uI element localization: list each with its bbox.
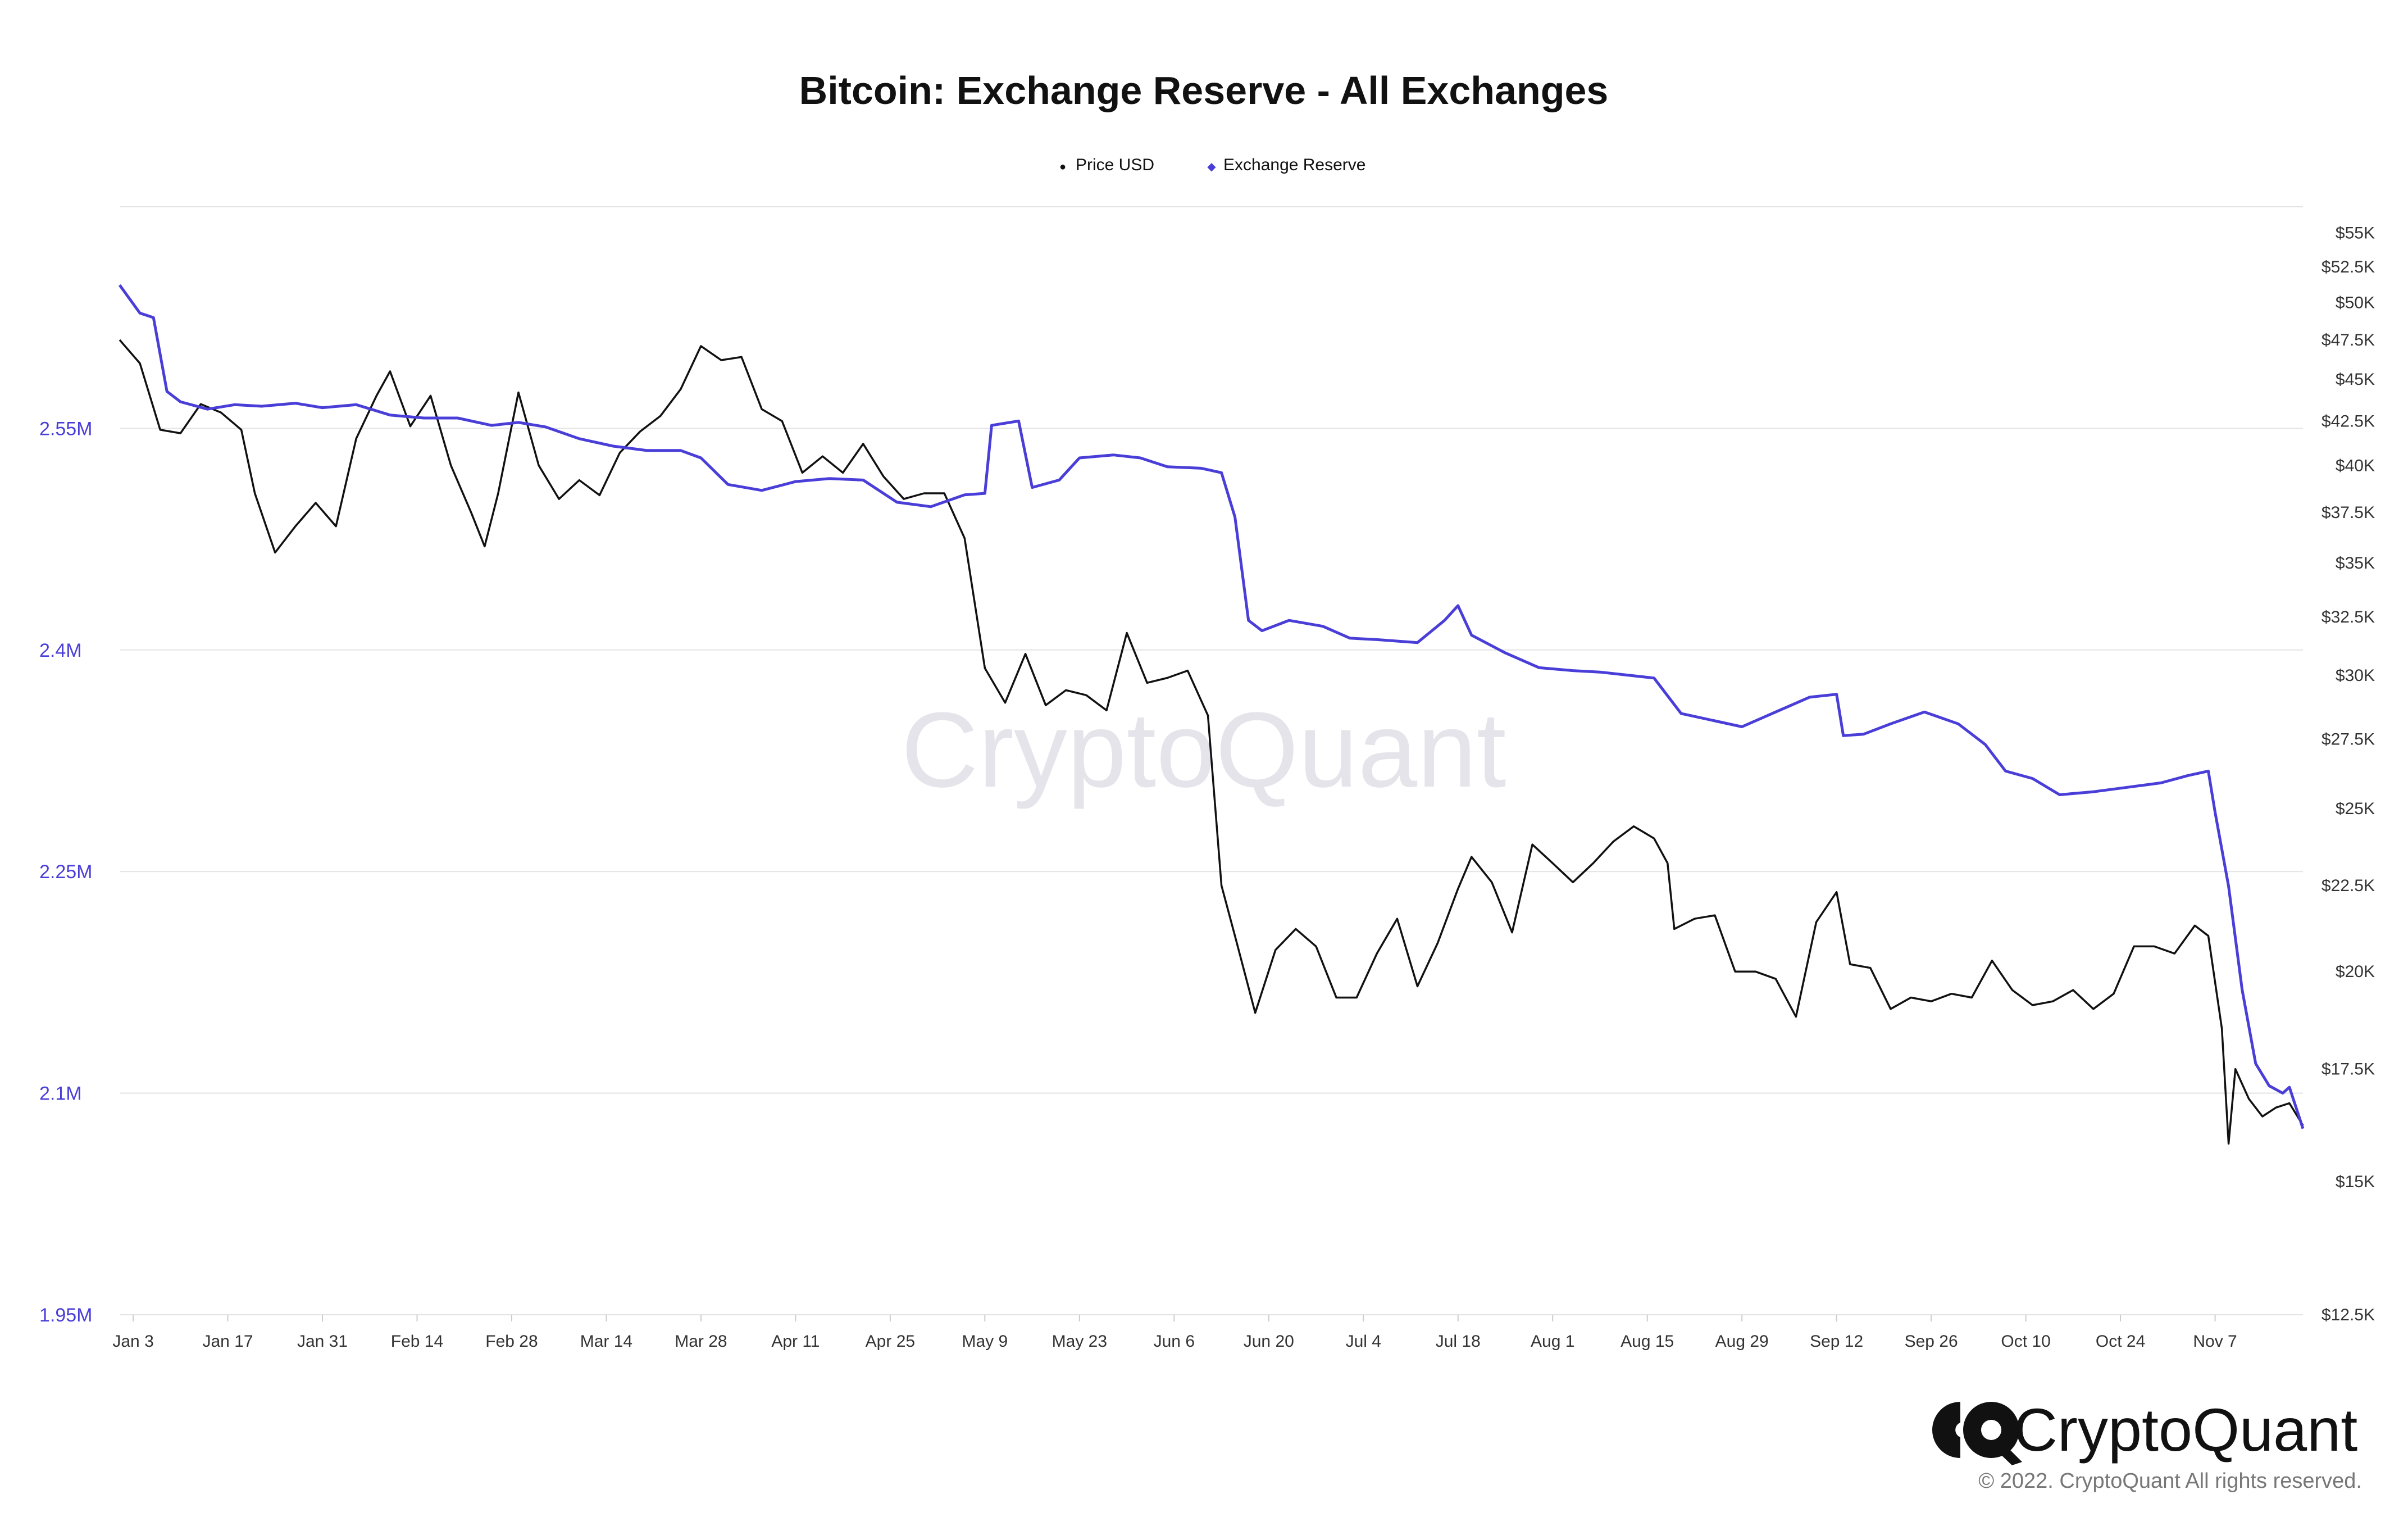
- right-tick-label: $12.5K: [2321, 1306, 2375, 1324]
- x-tick-label: Oct 10: [2001, 1332, 2050, 1351]
- legend-label-price: Price USD: [1076, 156, 1154, 174]
- x-tick-label: May 9: [962, 1332, 1008, 1351]
- x-tick-label: Aug 1: [1531, 1332, 1574, 1351]
- plot-area: [118, 284, 2305, 1145]
- x-axis: Jan 3 Jan 17 Jan 31 Feb 14 Feb 28 Mar 14 Mar 2…: [112, 1315, 2237, 1351]
- x-tick-label: Jan 3: [112, 1332, 153, 1351]
- right-tick-label: $17.5K: [2321, 1060, 2375, 1079]
- right-tick-label: $47.5K: [2321, 331, 2375, 349]
- watermark: CryptoQuant: [901, 691, 1506, 810]
- x-tick-label: Sep 12: [1810, 1332, 1863, 1351]
- left-axis: 1.95M 2.1M 2.25M 2.4M 2.55M: [39, 418, 93, 1326]
- watermark-text: CryptoQuant: [901, 691, 1506, 810]
- right-tick-label: $40K: [2336, 456, 2375, 475]
- cryptoquant-logo-icon: [1932, 1402, 2022, 1465]
- left-tick-label: 1.95M: [39, 1305, 93, 1326]
- legend-item-price[interactable]: ● Price USD: [1059, 156, 1154, 174]
- series-line-exchange-reserve: [118, 284, 2305, 1129]
- left-tick-label: 2.1M: [39, 1083, 82, 1105]
- left-tick-label: 2.4M: [39, 640, 82, 661]
- x-tick-label: Nov 7: [2193, 1332, 2237, 1351]
- right-tick-label: $32.5K: [2321, 608, 2375, 626]
- legend-label-reserve: Exchange Reserve: [1223, 156, 1365, 174]
- chart-title: Bitcoin: Exchange Reserve - All Exchange…: [799, 69, 1609, 112]
- x-tick-label: Jan 31: [297, 1332, 348, 1351]
- x-tick-label: May 23: [1052, 1332, 1107, 1351]
- right-axis: $12.5K $15K $17.5K $20K $22.5K $25K $27.5K $30K…: [2321, 224, 2375, 1324]
- legend-marker-price: ●: [1059, 161, 1066, 173]
- right-tick-label: $50K: [2336, 293, 2375, 312]
- x-tick-label: Feb 14: [391, 1332, 443, 1351]
- x-tick-label: Apr 25: [866, 1332, 915, 1351]
- x-tick-label: Sep 26: [1905, 1332, 1958, 1351]
- x-tick-label: Aug 15: [1620, 1332, 1674, 1351]
- x-tick-label: Oct 24: [2096, 1332, 2145, 1351]
- x-tick-label: Feb 28: [485, 1332, 538, 1351]
- right-tick-label: $27.5K: [2321, 730, 2375, 748]
- series-line-price-usd: [119, 339, 2304, 1145]
- right-tick-label: $22.5K: [2321, 876, 2375, 895]
- x-tick-label: Jan 17: [203, 1332, 253, 1351]
- brand-name: CryptoQuant: [2014, 1396, 2357, 1464]
- gridlines: [120, 206, 2303, 1315]
- x-tick-label: Jun 20: [1244, 1332, 1294, 1351]
- right-tick-label: $52.5K: [2321, 258, 2375, 276]
- x-tick-label: Aug 29: [1715, 1332, 1769, 1351]
- right-tick-label: $45K: [2336, 370, 2375, 389]
- brand-logo: CryptoQuant © 2022. CryptoQuant All righ…: [1932, 1396, 2362, 1493]
- right-tick-label: $55K: [2336, 224, 2375, 242]
- legend-item-reserve[interactable]: ◆ Exchange Reserve: [1207, 156, 1365, 174]
- right-tick-label: $42.5K: [2321, 412, 2375, 431]
- right-tick-label: $35K: [2336, 554, 2375, 573]
- copyright-text: © 2022. CryptoQuant All rights reserved.: [1978, 1469, 2362, 1493]
- x-tick-label: Mar 14: [580, 1332, 632, 1351]
- legend-marker-reserve: ◆: [1207, 161, 1216, 173]
- right-tick-label: $37.5K: [2321, 503, 2375, 522]
- right-tick-label: $15K: [2336, 1173, 2375, 1191]
- x-tick-label: Mar 28: [675, 1332, 727, 1351]
- legend: ● Price USD ◆ Exchange Reserve: [1059, 156, 1366, 174]
- right-tick-label: $20K: [2336, 962, 2375, 981]
- x-tick-label: Apr 11: [771, 1332, 820, 1351]
- left-tick-label: 2.55M: [39, 418, 93, 439]
- right-tick-label: $25K: [2336, 800, 2375, 818]
- x-tick-label: Jul 18: [1436, 1332, 1481, 1351]
- right-tick-label: $30K: [2336, 666, 2375, 685]
- left-tick-label: 2.25M: [39, 861, 93, 883]
- x-tick-label: Jul 4: [1346, 1332, 1381, 1351]
- x-tick-label: Jun 6: [1154, 1332, 1195, 1351]
